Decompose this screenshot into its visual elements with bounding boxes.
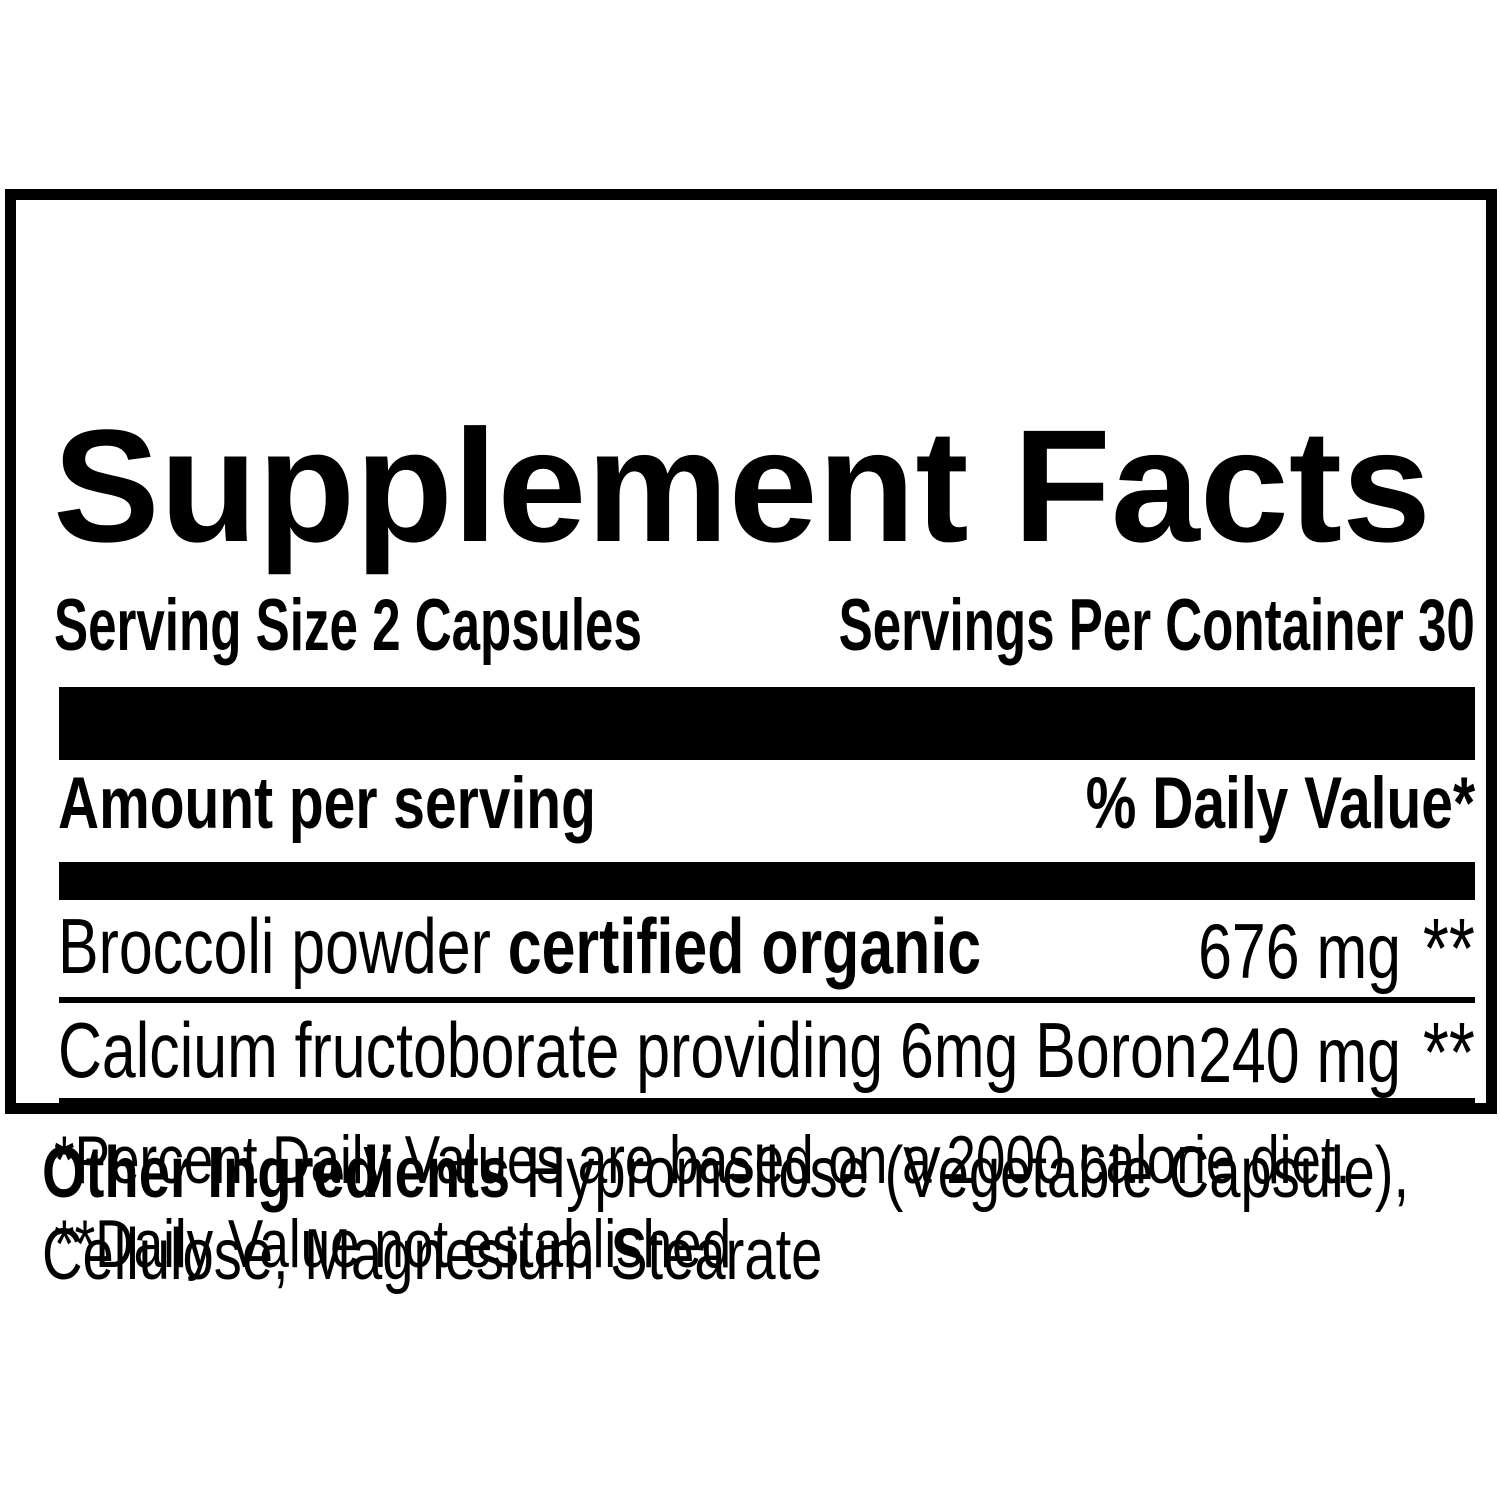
other-ingredients-line-2: Cellulose, Magnesium Stearate [42, 1219, 1043, 1291]
serving-size-label: Serving Size 2 Capsules [54, 585, 642, 666]
ingredient-daily-value: ** [1422, 901, 1475, 997]
column-header-row: Amount per serving % Daily Value* [58, 767, 1475, 857]
other-ingredients-list-part2: Cellulose, Magnesium Stearate [42, 1215, 823, 1295]
panel-title: Supplement Facts [53, 396, 1432, 575]
footnote-text: *Percent Daily Values are based on a 200… [54, 1122, 1351, 1198]
other-ingredients-list-part1: Hypromellose (Vegetable Capsule), [510, 1133, 1410, 1213]
other-ingredients-label: Other Ingredients [42, 1133, 511, 1213]
other-ingredients-line-1: Other Ingredients Hypromellose (Vegetabl… [42, 1137, 1500, 1209]
panel-title-wrap: Supplement Facts [53, 406, 1431, 566]
row-divider-line [59, 997, 1475, 1003]
daily-value-header: % Daily Value* [1085, 763, 1475, 844]
ingredient-name: Calcium fructoborate providing 6mg Boron [58, 1011, 1198, 1089]
ingredient-amount: 240 mg [1198, 1011, 1402, 1099]
ingredient-name-regular: Broccoli powder [58, 902, 508, 990]
footnote-percent-daily-value: *Percent Daily Values are based on a 200… [54, 1126, 1500, 1194]
other-ingredients-text: Other Ingredients Hypromellose (Vegetabl… [42, 1137, 1409, 1209]
servings-per-container-label: Servings Per Container 30 [838, 585, 1475, 666]
serving-info-row: Serving Size 2 Capsules Servings Per Con… [54, 589, 1475, 679]
ingredient-name-bold: certified organic [507, 902, 982, 990]
divider-bar-medium [59, 862, 1475, 900]
divider-bar-thick [59, 687, 1475, 760]
amount-per-serving-header: Amount per serving [58, 763, 596, 844]
footnote-text: **Daily Value not established [54, 1206, 732, 1282]
ingredient-amount-cell: 676 mg ** [1198, 906, 1475, 995]
ingredient-amount: 676 mg [1198, 907, 1402, 995]
ingredient-row-broccoli: Broccoli powder certified organic 676 mg… [58, 906, 1475, 997]
supplement-facts-panel: Supplement Facts Serving Size 2 Capsules… [5, 189, 1497, 1278]
row-divider-line [59, 1098, 1475, 1104]
footnote-daily-value-not-established: **Daily Value not established [54, 1210, 922, 1278]
ingredient-name: Broccoli powder certified organic [58, 907, 981, 985]
ingredient-name-regular: Calcium fructoborate providing 6mg Boron [58, 1006, 1198, 1094]
ingredient-row-calcium-fructoborate: Calcium fructoborate providing 6mg Boron… [58, 1010, 1475, 1101]
ingredient-amount-cell: 240 mg ** [1198, 1010, 1475, 1099]
ingredient-daily-value: ** [1422, 1005, 1475, 1101]
